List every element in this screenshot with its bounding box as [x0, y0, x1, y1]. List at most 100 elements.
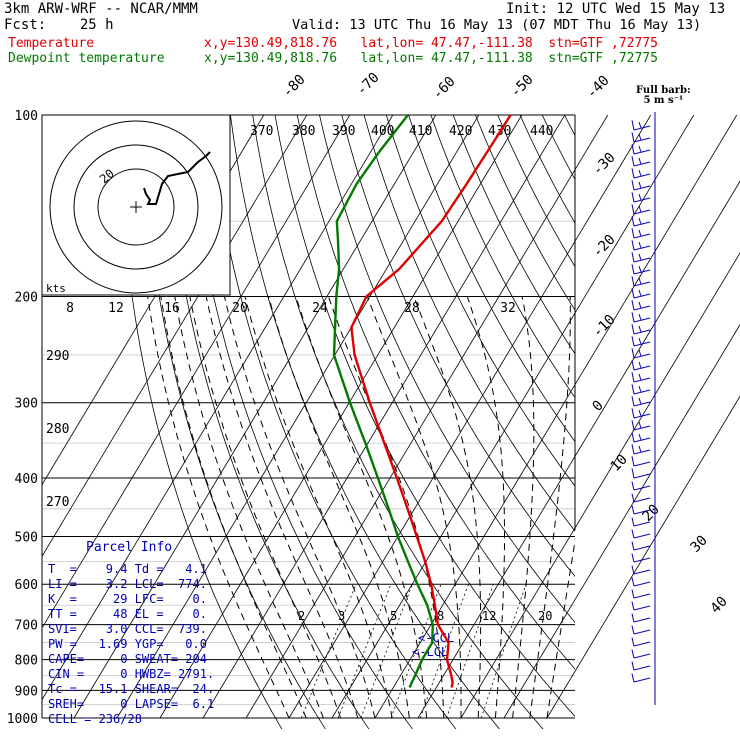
wind-barb — [638, 349, 642, 357]
wind-barb — [633, 617, 651, 623]
dry-adiabat — [452, 115, 575, 355]
speed-tick-label: 28 — [404, 301, 420, 316]
moist-adiabat — [189, 296, 342, 719]
wind-barb — [638, 121, 642, 129]
wind-barb — [631, 276, 635, 287]
wind-barb — [631, 661, 635, 671]
moist-adiabat — [328, 296, 445, 718]
dry-adiabat — [541, 115, 575, 181]
parcel-row: TT = 48 EL = 0. — [48, 607, 207, 621]
isotherm — [42, 115, 394, 701]
wind-barb — [638, 181, 642, 189]
isotherm-label: -80 — [280, 72, 309, 101]
wind-barb — [633, 173, 651, 179]
speed-tick-label: 16 — [164, 301, 180, 316]
wind-barb — [631, 613, 635, 623]
speed-tick-label: 24 — [312, 301, 328, 316]
wind-barb — [633, 149, 651, 155]
dry-adiabat — [609, 115, 740, 731]
hodograph-ring — [49, 120, 223, 294]
mixing-ratio-line — [480, 584, 527, 719]
moist-adiabat — [268, 296, 410, 719]
wind-barb — [633, 581, 651, 587]
isotherm — [288, 115, 652, 719]
temperature-legend-info: x,y=130.49,818.76 lat,lon= 47.47,-111.38… — [204, 36, 658, 51]
wind-barb — [633, 341, 651, 347]
wind-barb — [631, 288, 635, 299]
wind-barb — [631, 601, 635, 611]
wind-barb — [633, 629, 651, 635]
wind-barb — [633, 533, 651, 539]
parcel-row: Tc = 15.1 SHEAR= 24. — [48, 682, 215, 696]
dry-adiabat — [185, 115, 413, 729]
dry-adiabat — [341, 115, 575, 578]
wind-barb — [631, 456, 635, 467]
wind-barb — [638, 133, 642, 141]
wind-barb — [631, 505, 635, 515]
moist-adiabat — [546, 537, 575, 719]
wind-barb — [633, 521, 651, 527]
wind-barb — [633, 509, 651, 515]
parcel-row: SREH= 0 LAPSE= 6.1 — [48, 697, 215, 711]
wind-barb — [633, 473, 651, 479]
moist-adiabat — [223, 296, 376, 719]
isotherm-label: 40 — [708, 594, 731, 617]
isotherm — [42, 115, 351, 629]
wind-barb — [633, 293, 651, 299]
parcel-row: T = 9.4 Td = 4.1 — [48, 562, 207, 576]
parcel-row: CAPE= 0 SWEAT= 204 — [48, 652, 207, 666]
isotherm-label: 10 — [608, 452, 631, 475]
moist-adiabat — [512, 296, 535, 719]
wind-barb — [638, 409, 642, 417]
theta-label: 270 — [46, 495, 69, 510]
dry-adiabat — [385, 115, 575, 487]
wind-barb — [633, 449, 651, 455]
wind-barb — [638, 325, 642, 333]
theta-label: 420 — [449, 124, 472, 139]
wind-barb — [633, 125, 651, 131]
theta-label: 410 — [409, 124, 432, 139]
wind-barb — [631, 553, 635, 563]
isotherm — [116, 115, 480, 719]
hodograph-trace — [143, 151, 211, 205]
wind-barb — [638, 217, 642, 225]
pressure-label: 600 — [15, 578, 38, 593]
dry-adiabat — [564, 115, 575, 137]
wind-barb — [631, 673, 635, 683]
wind-barb — [631, 252, 635, 263]
dry-adiabat — [408, 115, 575, 443]
wind-barb — [631, 420, 635, 431]
speed-tick-label: 20 — [232, 301, 248, 316]
wind-barb — [638, 229, 642, 237]
hodograph-ring — [97, 168, 175, 246]
theta-label: 390 — [332, 124, 355, 139]
wind-barb — [633, 281, 651, 287]
wind-barb — [631, 481, 635, 491]
isotherm-label: -40 — [584, 73, 613, 102]
wind-barb — [633, 305, 651, 311]
dry-adiabat — [163, 115, 370, 729]
temperature-legend-label: Temperature — [8, 36, 95, 51]
wind-barb — [633, 497, 651, 503]
wind-barb — [638, 265, 642, 273]
model-title: 3km ARW-WRF -- NCAR/MMM — [4, 1, 198, 17]
wind-barb — [638, 421, 642, 429]
theta-label: 290 — [46, 349, 69, 364]
isotherm — [503, 323, 740, 719]
isotherm — [245, 115, 609, 719]
wind-barb — [631, 324, 635, 335]
moist-adiabat — [529, 296, 571, 719]
wind-barb — [633, 209, 651, 215]
wind-barb — [631, 360, 635, 371]
wind-barb — [633, 269, 651, 275]
pressure-label: 800 — [15, 654, 38, 669]
wind-barb — [638, 337, 642, 345]
moist-adiabat — [160, 296, 307, 719]
wind-barb — [631, 444, 635, 455]
barb-note-line2: 5 m s⁻¹ — [643, 95, 684, 106]
wind-barb — [633, 593, 651, 599]
parcel-row: LI = 3.2 LCL= 774. — [48, 577, 207, 591]
wind-barb — [633, 665, 651, 671]
wind-barb — [631, 192, 635, 203]
init-time: Init: 12 UTC Wed 15 May 13 — [506, 1, 726, 17]
